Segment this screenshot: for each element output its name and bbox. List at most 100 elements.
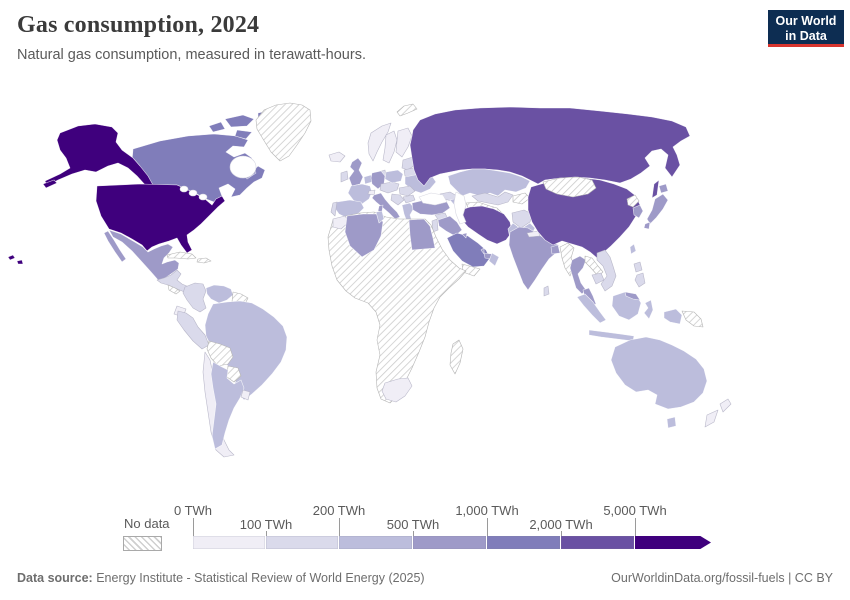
- owid-credit-link[interactable]: OurWorldinData.org/fossil-fuels | CC BY: [611, 571, 833, 585]
- region-italy[interactable]: [371, 192, 401, 220]
- region-nepal[interactable]: [526, 230, 541, 238]
- chart-subtitle: Natural gas consumption, measured in ter…: [17, 47, 366, 63]
- region-bolivia[interactable]: [206, 340, 234, 367]
- region-switzerland[interactable]: [367, 189, 376, 196]
- region-alaska[interactable]: [44, 123, 154, 187]
- region-argentina[interactable]: [210, 361, 245, 450]
- region-tasmania[interactable]: [666, 416, 677, 429]
- region-egypt[interactable]: [408, 218, 436, 251]
- region-qatar[interactable]: [480, 247, 485, 255]
- owid-logo-line1: Our World: [775, 14, 837, 29]
- region-hispaniola[interactable]: [196, 257, 212, 264]
- region-hawaii-2[interactable]: [16, 259, 24, 265]
- region-sakhalin[interactable]: [651, 179, 660, 199]
- region-kuwait[interactable]: [461, 232, 468, 239]
- region-greece[interactable]: [401, 202, 415, 223]
- region-indonesia-west-papua[interactable]: [663, 308, 683, 325]
- region-peru[interactable]: [176, 310, 210, 350]
- region-balkans[interactable]: [390, 193, 405, 206]
- region-great-lake-2: [188, 189, 198, 197]
- region-hawaii-1[interactable]: [7, 254, 16, 261]
- region-arctic-island-3[interactable]: [234, 129, 253, 140]
- region-tunisia[interactable]: [375, 210, 385, 224]
- region-black-sea: [418, 192, 448, 206]
- region-sri-lanka[interactable]: [543, 285, 550, 297]
- data-source-text: Energy Institute - Statistical Review of…: [92, 571, 425, 585]
- region-indonesia-java[interactable]: [588, 329, 635, 342]
- region-malaysia-borneo[interactable]: [624, 291, 641, 301]
- region-sweden[interactable]: [382, 130, 398, 164]
- region-uzbekistan[interactable]: [471, 191, 514, 206]
- region-india[interactable]: [508, 226, 560, 291]
- region-oman[interactable]: [488, 252, 500, 267]
- region-japan-hokkaido[interactable]: [658, 183, 669, 194]
- chart-footer: Data source: Energy Institute - Statisti…: [0, 567, 850, 585]
- region-australia[interactable]: [610, 336, 708, 410]
- region-iceland[interactable]: [328, 151, 346, 163]
- owid-logo-accent-bar: [768, 44, 844, 47]
- region-bulgaria[interactable]: [402, 194, 416, 204]
- region-poland[interactable]: [384, 169, 404, 184]
- data-source-label: Data source:: [17, 571, 93, 585]
- region-japan-kyushu[interactable]: [643, 221, 651, 230]
- region-mongolia[interactable]: [542, 176, 597, 198]
- region-russia[interactable]: [409, 106, 691, 187]
- region-cuba[interactable]: [166, 251, 197, 260]
- region-iran[interactable]: [457, 205, 513, 245]
- chart-header: Gas consumption, 2024 Natural gas consum…: [17, 12, 366, 63]
- region-great-lake-1: [179, 185, 189, 193]
- page-title: Gas consumption, 2024: [17, 12, 260, 38]
- region-japan-honshu[interactable]: [646, 193, 669, 225]
- region-greenland[interactable]: [255, 102, 312, 162]
- region-mexico[interactable]: [108, 229, 180, 281]
- region-afghanistan[interactable]: [511, 209, 533, 229]
- region-united-kingdom[interactable]: [348, 157, 364, 187]
- region-austria-czechia-hungary[interactable]: [379, 181, 400, 194]
- region-south-korea[interactable]: [632, 204, 644, 219]
- region-south-africa[interactable]: [381, 377, 413, 403]
- region-arctic-island-1[interactable]: [224, 114, 255, 128]
- owid-logo[interactable]: Our World in Data: [768, 10, 844, 47]
- region-iraq[interactable]: [437, 215, 463, 237]
- region-indonesia-sulawesi[interactable]: [643, 299, 654, 320]
- region-france[interactable]: [347, 183, 373, 205]
- region-nicaragua[interactable]: [167, 284, 181, 295]
- region-china[interactable]: [527, 177, 641, 259]
- region-portugal[interactable]: [330, 201, 338, 217]
- region-baja-california[interactable]: [103, 230, 127, 263]
- region-madagascar[interactable]: [449, 339, 464, 375]
- region-morocco[interactable]: [332, 215, 350, 230]
- region-new-zealand-south[interactable]: [704, 409, 719, 428]
- region-north-korea[interactable]: [626, 194, 640, 208]
- region-great-lake-3: [198, 193, 208, 201]
- region-caspian-sea: [453, 191, 467, 225]
- region-finland[interactable]: [395, 127, 413, 158]
- region-kyrgyzstan-tajikistan[interactable]: [512, 192, 531, 205]
- region-benelux[interactable]: [363, 174, 373, 185]
- region-svalbard[interactable]: [396, 103, 418, 117]
- region-norway[interactable]: [367, 122, 392, 162]
- region-taiwan[interactable]: [629, 243, 637, 255]
- region-papua-new-guinea[interactable]: [681, 310, 704, 328]
- region-arctic-island-4[interactable]: [208, 121, 226, 133]
- region-bangladesh[interactable]: [550, 244, 561, 255]
- region-venezuela[interactable]: [205, 284, 234, 304]
- region-ireland[interactable]: [340, 170, 349, 183]
- region-colombia[interactable]: [182, 282, 207, 313]
- region-uruguay[interactable]: [240, 389, 251, 401]
- region-algeria[interactable]: [344, 213, 384, 258]
- region-philippines-luzon[interactable]: [633, 261, 643, 273]
- region-new-zealand-north[interactable]: [719, 398, 732, 413]
- region-indonesia-sumatra[interactable]: [576, 293, 607, 324]
- owid-logo-line2: in Data: [785, 28, 827, 43]
- region-philippines-south[interactable]: [634, 272, 646, 288]
- region-vietnam[interactable]: [596, 249, 617, 292]
- region-thailand[interactable]: [569, 255, 587, 295]
- region-united-states[interactable]: [95, 183, 226, 254]
- data-source: Data source: Energy Institute - Statisti…: [17, 571, 425, 585]
- region-hudson-bay: [229, 155, 257, 179]
- region-aleutian-islands[interactable]: [42, 179, 58, 189]
- region-romania[interactable]: [398, 185, 416, 197]
